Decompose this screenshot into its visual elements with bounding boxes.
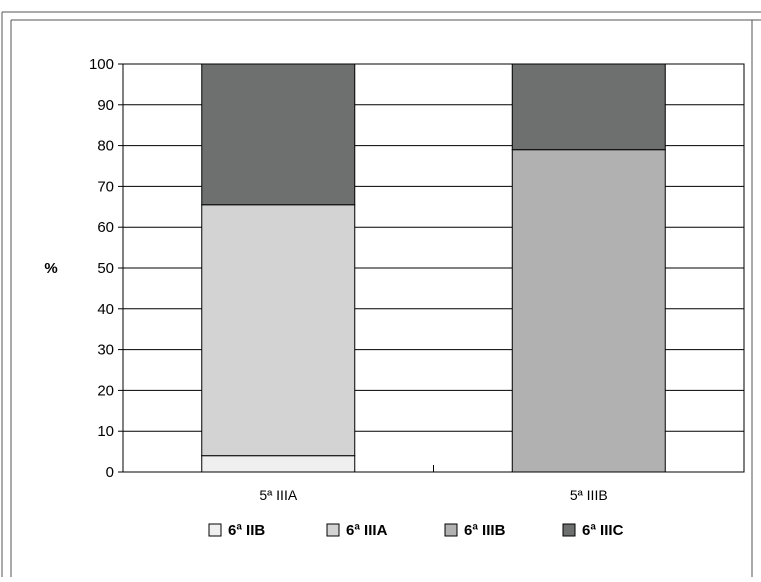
legend-swatch: [562, 523, 576, 537]
y-tick-label: 50: [97, 260, 114, 277]
x-category-labels: 5ª IIIA 5ª IIIB: [259, 487, 607, 503]
y-tick-label: 0: [106, 464, 114, 481]
legend-swatch: [444, 523, 458, 537]
legend-label: 6ª IIIB: [464, 522, 506, 539]
legend-swatch: [326, 523, 340, 537]
y-tick-label: 20: [97, 382, 114, 399]
bars: [201, 63, 666, 473]
bar-segment: [201, 455, 356, 473]
bar-segment: [511, 149, 666, 473]
y-tick-label: 90: [97, 97, 114, 114]
y-tick-label: 10: [97, 423, 114, 440]
y-tick-label: 40: [97, 301, 114, 318]
y-axis-label: %: [44, 260, 57, 277]
bar-segment: [201, 63, 356, 206]
axes: [118, 63, 745, 473]
legend-label: 6ª IIIA: [346, 522, 388, 539]
legend-label: 6ª IIB: [228, 522, 265, 539]
y-tick-label: 80: [97, 138, 114, 155]
legend-label: 6ª IIIC: [582, 522, 624, 539]
y-tick-label: 70: [97, 178, 114, 195]
legend-swatch: [208, 523, 222, 537]
y-tick-labels: 0 10 20 30 40 50 60 70 80 90 100: [89, 56, 114, 481]
y-tick-label: 100: [89, 56, 114, 73]
y-tick-label: 30: [97, 342, 114, 359]
x-category-label: 5ª IIIA: [259, 487, 298, 503]
x-category-label: 5ª IIIB: [570, 487, 608, 503]
bar-segment: [511, 63, 666, 151]
legend: 6ª IIB 6ª IIIA 6ª IIIB 6ª IIIC: [208, 522, 624, 539]
bar-segment: [201, 204, 356, 457]
y-tick-label: 60: [97, 219, 114, 236]
